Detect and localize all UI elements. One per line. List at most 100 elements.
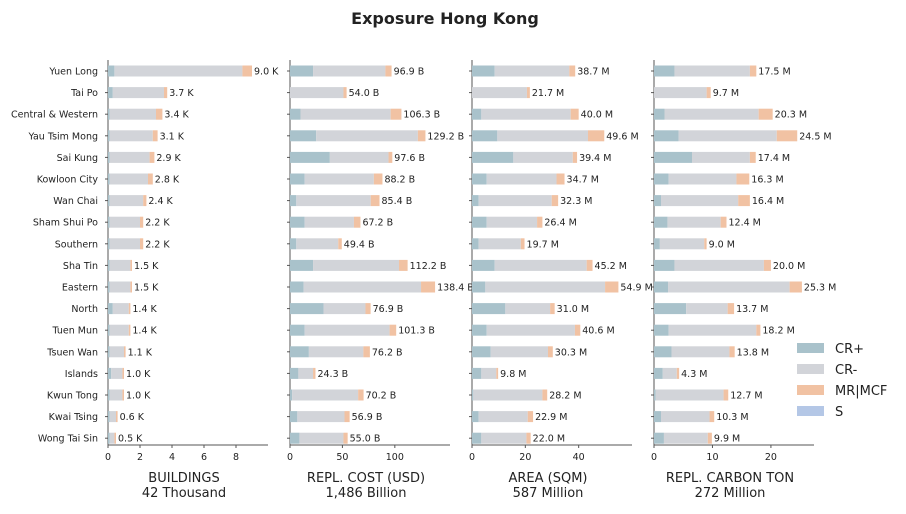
bar-cr-minus <box>109 238 140 250</box>
value-label: 112.2 B <box>410 261 447 272</box>
value-label: 9.9 M <box>714 434 740 445</box>
category-label: Tuen Mun <box>51 326 98 337</box>
bar-cr-minus <box>304 216 354 228</box>
bar-mr-mcf <box>537 216 543 228</box>
category-label: Wong Tai Sin <box>38 434 98 445</box>
bar-mr-mcf <box>756 324 761 336</box>
category-label: Yuen Long <box>48 67 98 78</box>
bar-mr-mcf <box>570 108 579 120</box>
bar-cr-minus <box>109 195 144 207</box>
bar-cr-plus <box>472 151 514 163</box>
bar-cr-plus <box>108 324 110 336</box>
value-label: 13.8 M <box>737 347 769 358</box>
bar-mr-mcf <box>421 281 436 293</box>
bar-cr-minus <box>478 195 552 207</box>
bar-cr-plus <box>472 411 479 423</box>
bar-mr-mcf <box>556 173 565 185</box>
bar-mr-mcf <box>723 389 729 401</box>
value-label: 2.2 K <box>145 239 170 250</box>
category-label: Central & Western <box>11 110 98 121</box>
bar-cr-plus <box>290 108 301 120</box>
bar-cr-minus <box>109 151 150 163</box>
bar-mr-mcf <box>130 259 132 271</box>
bar-cr-minus <box>304 173 374 185</box>
bar-cr-plus <box>290 432 300 444</box>
bar-cr-minus <box>112 87 164 99</box>
x-tick-label: 40 <box>573 452 585 463</box>
legend-swatch <box>797 343 824 353</box>
bar-cr-plus <box>108 367 112 379</box>
bar-cr-plus <box>290 173 305 185</box>
bar-mr-mcf <box>574 324 581 336</box>
bar-cr-plus <box>654 389 656 401</box>
bar-mr-mcf <box>148 173 153 185</box>
bar-cr-minus <box>109 281 131 293</box>
bar-cr-plus <box>472 238 479 250</box>
bar-cr-minus <box>304 324 390 336</box>
bar-cr-plus <box>108 259 110 271</box>
bar-cr-plus <box>108 130 110 142</box>
value-label: 39.4 M <box>579 153 611 164</box>
x-tick-label: 8 <box>233 452 239 463</box>
value-label: 85.4 B <box>382 196 413 207</box>
bar-cr-minus <box>692 151 750 163</box>
x-tick-label: 0 <box>651 452 657 463</box>
bar-cr-minus <box>654 87 707 99</box>
bar-cr-minus <box>481 108 571 120</box>
value-label: 1.0 K <box>126 391 151 402</box>
bar-cr-plus <box>654 130 679 142</box>
value-label: 9.0 M <box>709 239 735 250</box>
x-axis-title: AREA (SQM) <box>508 471 587 486</box>
value-label: 1.1 K <box>128 347 153 358</box>
bar-cr-minus <box>109 346 124 358</box>
x-tick-label: 10 <box>706 452 718 463</box>
bar-cr-minus <box>485 281 606 293</box>
legend-label: MR|MCF <box>835 384 887 399</box>
bar-cr-plus <box>290 130 317 142</box>
x-axis-title: REPL. CARBON TON <box>666 471 794 486</box>
value-label: 34.7 M <box>567 175 599 186</box>
value-label: 9.7 M <box>713 88 739 99</box>
category-label: Sha Tin <box>63 261 98 272</box>
bar-mr-mcf <box>149 151 155 163</box>
bar-mr-mcf <box>758 108 773 120</box>
x-tick-label: 20 <box>765 452 777 463</box>
value-label: 38.7 M <box>577 67 609 78</box>
bar-cr-plus <box>472 324 487 336</box>
bar-mr-mcf <box>727 303 735 315</box>
bar-cr-plus <box>472 432 482 444</box>
value-label: 13.7 M <box>736 304 768 315</box>
value-label: 10.3 M <box>716 412 748 423</box>
category-label: Tai Po <box>70 88 98 99</box>
bar-cr-plus <box>290 324 305 336</box>
bar-mr-mcf <box>390 108 402 120</box>
bar-cr-minus <box>323 303 366 315</box>
bar-cr-plus <box>654 432 664 444</box>
value-label: 9.8 M <box>500 369 526 380</box>
bar-mr-mcf <box>143 195 147 207</box>
bar-cr-minus <box>481 432 527 444</box>
value-label: 26.4 M <box>544 218 576 229</box>
value-label: 0.5 K <box>118 434 143 445</box>
bar-cr-minus <box>494 65 570 77</box>
bar-cr-minus <box>490 346 548 358</box>
category-label: Kowloon City <box>37 175 99 186</box>
value-label: 19.7 M <box>527 239 559 250</box>
value-label: 88.2 B <box>384 175 415 186</box>
bar-cr-plus <box>654 346 672 358</box>
bar-mr-mcf <box>338 238 342 250</box>
bar-cr-plus <box>654 108 665 120</box>
bar-cr-minus <box>513 151 573 163</box>
value-label: 20.0 M <box>773 261 805 272</box>
bar-mr-mcf <box>707 432 712 444</box>
bar-cr-plus <box>108 389 110 401</box>
x-tick-label: 0 <box>287 452 293 463</box>
bar-cr-plus <box>654 195 662 207</box>
bar-cr-plus <box>108 108 110 120</box>
bar-cr-plus <box>108 216 110 228</box>
bar-mr-mcf <box>140 238 144 250</box>
bar-cr-plus <box>290 151 330 163</box>
value-label: 1.4 K <box>132 304 157 315</box>
value-label: 101.3 B <box>398 326 435 337</box>
bar-cr-plus <box>290 281 304 293</box>
